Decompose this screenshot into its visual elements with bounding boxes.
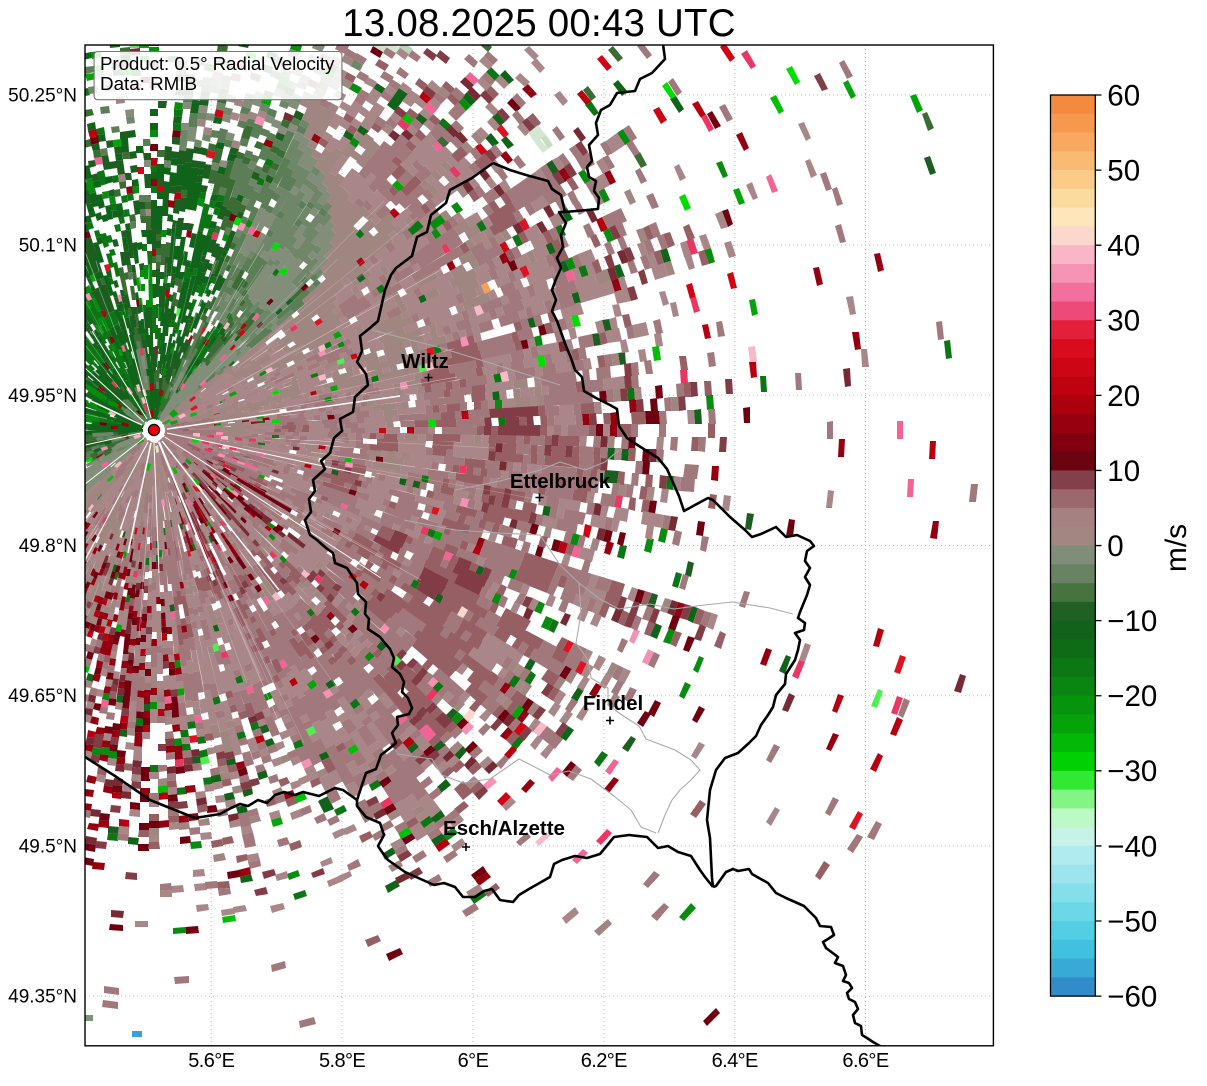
svg-text:49.65°N: 49.65°N: [8, 686, 77, 707]
svg-text:49.8°N: 49.8°N: [19, 536, 77, 557]
svg-text:20: 20: [1107, 380, 1140, 413]
svg-text:6°E: 6°E: [458, 1050, 489, 1072]
svg-text:Data: RMIB: Data: RMIB: [100, 73, 197, 94]
svg-text:Product: 0.5° Radial Velocity: Product: 0.5° Radial Velocity: [100, 53, 335, 74]
svg-text:−60: −60: [1107, 981, 1157, 1014]
svg-text:50.1°N: 50.1°N: [19, 236, 77, 257]
svg-text:Findel: Findel: [583, 692, 643, 715]
svg-text:Esch/Alzette: Esch/Alzette: [443, 817, 565, 840]
svg-text:−40: −40: [1107, 830, 1157, 863]
svg-text:−10: −10: [1107, 605, 1157, 638]
svg-text:40: 40: [1107, 230, 1140, 263]
svg-text:49.95°N: 49.95°N: [8, 386, 77, 407]
svg-text:−30: −30: [1107, 755, 1157, 788]
svg-text:30: 30: [1107, 305, 1140, 338]
svg-text:10: 10: [1107, 455, 1140, 488]
svg-text:49.35°N: 49.35°N: [8, 987, 77, 1008]
svg-text:5.8°E: 5.8°E: [319, 1050, 365, 1072]
svg-text:60: 60: [1107, 79, 1140, 112]
svg-text:Ettelbruck: Ettelbruck: [510, 470, 611, 493]
svg-text:50: 50: [1107, 155, 1140, 188]
svg-text:Wiltz: Wiltz: [401, 350, 449, 373]
svg-text:−20: −20: [1107, 680, 1157, 713]
svg-text:50.25°N: 50.25°N: [8, 85, 77, 106]
svg-text:m/s: m/s: [1160, 524, 1193, 572]
svg-text:6.2°E: 6.2°E: [581, 1050, 627, 1072]
svg-text:5.6°E: 5.6°E: [188, 1050, 234, 1072]
svg-text:−50: −50: [1107, 905, 1157, 938]
svg-text:49.5°N: 49.5°N: [19, 836, 77, 857]
svg-text:6.4°E: 6.4°E: [712, 1050, 758, 1072]
svg-text:13.08.2025 00:43 UTC: 13.08.2025 00:43 UTC: [342, 2, 736, 45]
svg-text:6.6°E: 6.6°E: [842, 1050, 888, 1072]
svg-text:0: 0: [1107, 530, 1123, 563]
